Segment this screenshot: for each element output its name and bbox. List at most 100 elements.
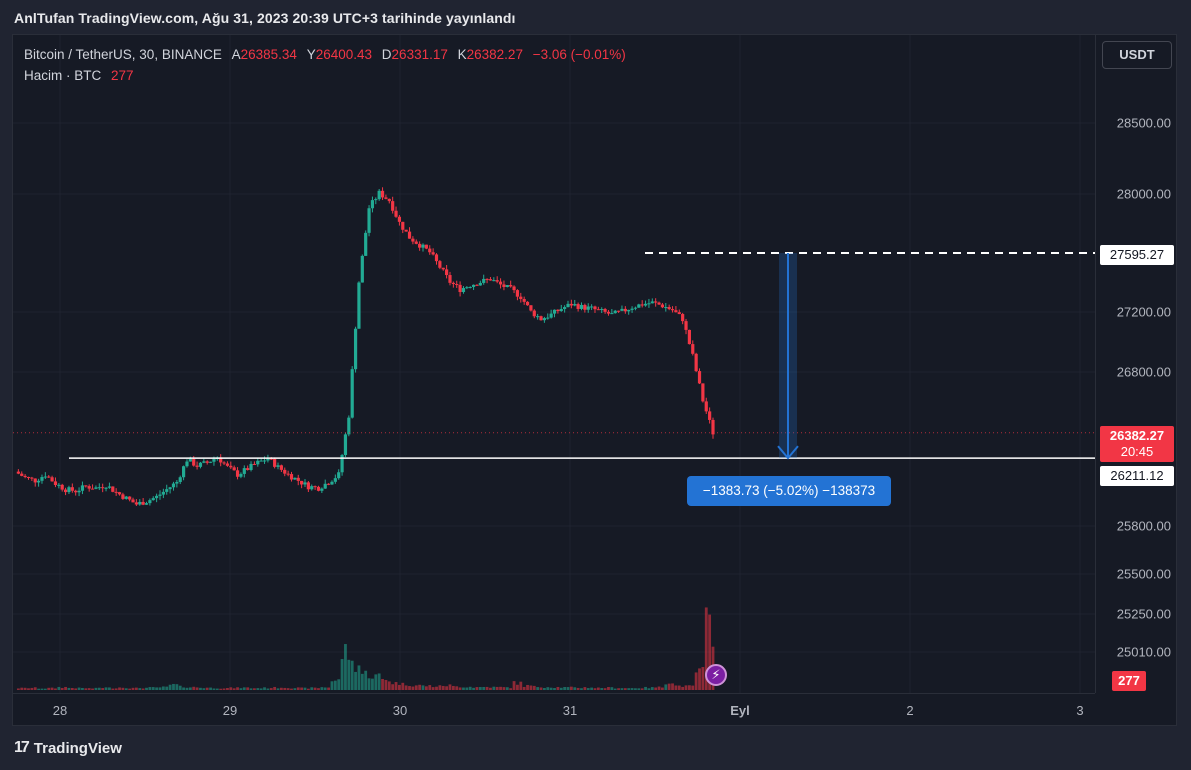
candle-body (185, 461, 189, 467)
candle-body (259, 460, 263, 462)
candle-body (434, 254, 439, 262)
price-axis[interactable]: USDT 28500.00 28000.00 27595.27 27200.00… (1095, 35, 1177, 693)
candle-body (114, 491, 118, 493)
price-tick: 25250.00 (1116, 606, 1171, 622)
volume-bar (681, 686, 685, 690)
time-tick: 31 (562, 703, 578, 718)
candle-body (286, 473, 290, 475)
volume-bar (559, 687, 563, 690)
low-value: 26331.17 (391, 47, 448, 62)
candle-body (471, 284, 476, 287)
candle-body (583, 304, 587, 310)
candle-body (397, 216, 402, 222)
volume-bar (526, 684, 529, 690)
candle-body (16, 471, 20, 474)
candle-body (26, 477, 31, 479)
price-tick: 28500.00 (1116, 115, 1171, 131)
volume-bar (377, 673, 381, 690)
tradingview-logo[interactable]: 17 TradingView (14, 739, 122, 757)
candle-body (600, 309, 604, 311)
candle-body (188, 459, 192, 462)
volume-bar (350, 660, 354, 690)
volume-bar (532, 685, 536, 690)
candle-body (387, 198, 391, 202)
candle-body (485, 278, 489, 280)
volume-bar (313, 687, 317, 690)
volume-bar (627, 688, 631, 690)
volume-bar (84, 688, 88, 690)
volume-bar (131, 687, 135, 690)
volume-bar (293, 688, 297, 690)
plot-area[interactable]: Bitcoin / TetherUS, 30, BINANCE A26385.3… (13, 35, 1095, 693)
volume-bar (374, 674, 378, 690)
candle-body (134, 502, 138, 505)
candle-body (326, 483, 331, 485)
candle-body (124, 496, 128, 499)
volume-bar (64, 686, 67, 690)
volume-bar (175, 684, 179, 690)
volume-bar (455, 686, 459, 690)
candle-body (579, 304, 584, 309)
volume-bar (431, 687, 435, 690)
volume-bar (118, 687, 121, 690)
volume-bar (569, 686, 573, 690)
candle-body (239, 473, 243, 477)
chart-frame[interactable]: Bitcoin / TetherUS, 30, BINANCE A26385.3… (12, 34, 1177, 726)
volume-bar (462, 687, 465, 690)
volume-bar (546, 687, 550, 690)
candle-body (687, 329, 691, 345)
candle-body (606, 311, 611, 314)
volume-bar (354, 671, 357, 690)
volume-bar (586, 688, 590, 690)
volume-bar (590, 687, 594, 690)
volume-bar (219, 688, 223, 690)
volume-bar (475, 687, 479, 690)
volume-bar (468, 686, 472, 690)
volume-bar (650, 687, 654, 690)
candle-body (347, 417, 351, 435)
measure-label[interactable]: −1383.73 (−5.02%) −138373 (687, 476, 891, 506)
candle-body (320, 488, 324, 491)
volume-bar (340, 659, 344, 690)
volume-bar (664, 684, 668, 690)
currency-button[interactable]: USDT (1102, 41, 1172, 69)
volume-bar (108, 687, 111, 690)
volume-bar (620, 688, 624, 690)
volume-bar (691, 685, 695, 690)
candle-body (418, 243, 422, 248)
time-axis[interactable]: 28 29 30 31 Eyl 2 3 (13, 693, 1095, 726)
candle-body (70, 487, 74, 491)
volume-bar (97, 687, 101, 690)
volume-bar (489, 687, 492, 690)
candle-body (47, 476, 51, 478)
volume-bar (671, 683, 674, 690)
volume-bar (320, 687, 324, 690)
candle-body (43, 476, 47, 478)
candle-body (428, 248, 432, 253)
candle-body (421, 244, 425, 248)
candle-body (650, 301, 654, 304)
candle-body (593, 306, 597, 310)
volume-bar (536, 687, 540, 690)
volume-bar (667, 683, 671, 690)
volume-bar (70, 688, 74, 690)
candle-body (519, 296, 523, 299)
close-label: K (457, 47, 467, 62)
measure-arrow-head (777, 445, 799, 460)
candle-body (175, 481, 179, 484)
price-chart[interactable] (13, 35, 1095, 693)
candle-body (310, 486, 314, 490)
volume-bar (188, 687, 192, 690)
volume-bar (529, 685, 533, 690)
volume-label[interactable]: Hacim · BTC (24, 68, 102, 83)
symbol-label[interactable]: Bitcoin / TetherUS, 30, BINANCE (24, 47, 222, 62)
candle-body (465, 287, 469, 289)
candle-body (512, 286, 516, 291)
candle-body (590, 306, 594, 308)
candle-body (87, 486, 91, 489)
volume-bar (674, 685, 678, 690)
candle-body (546, 317, 550, 319)
volume-bar (421, 685, 425, 690)
lightning-event-icon[interactable]: ⚡ (705, 664, 727, 686)
volume-bar (310, 687, 314, 690)
